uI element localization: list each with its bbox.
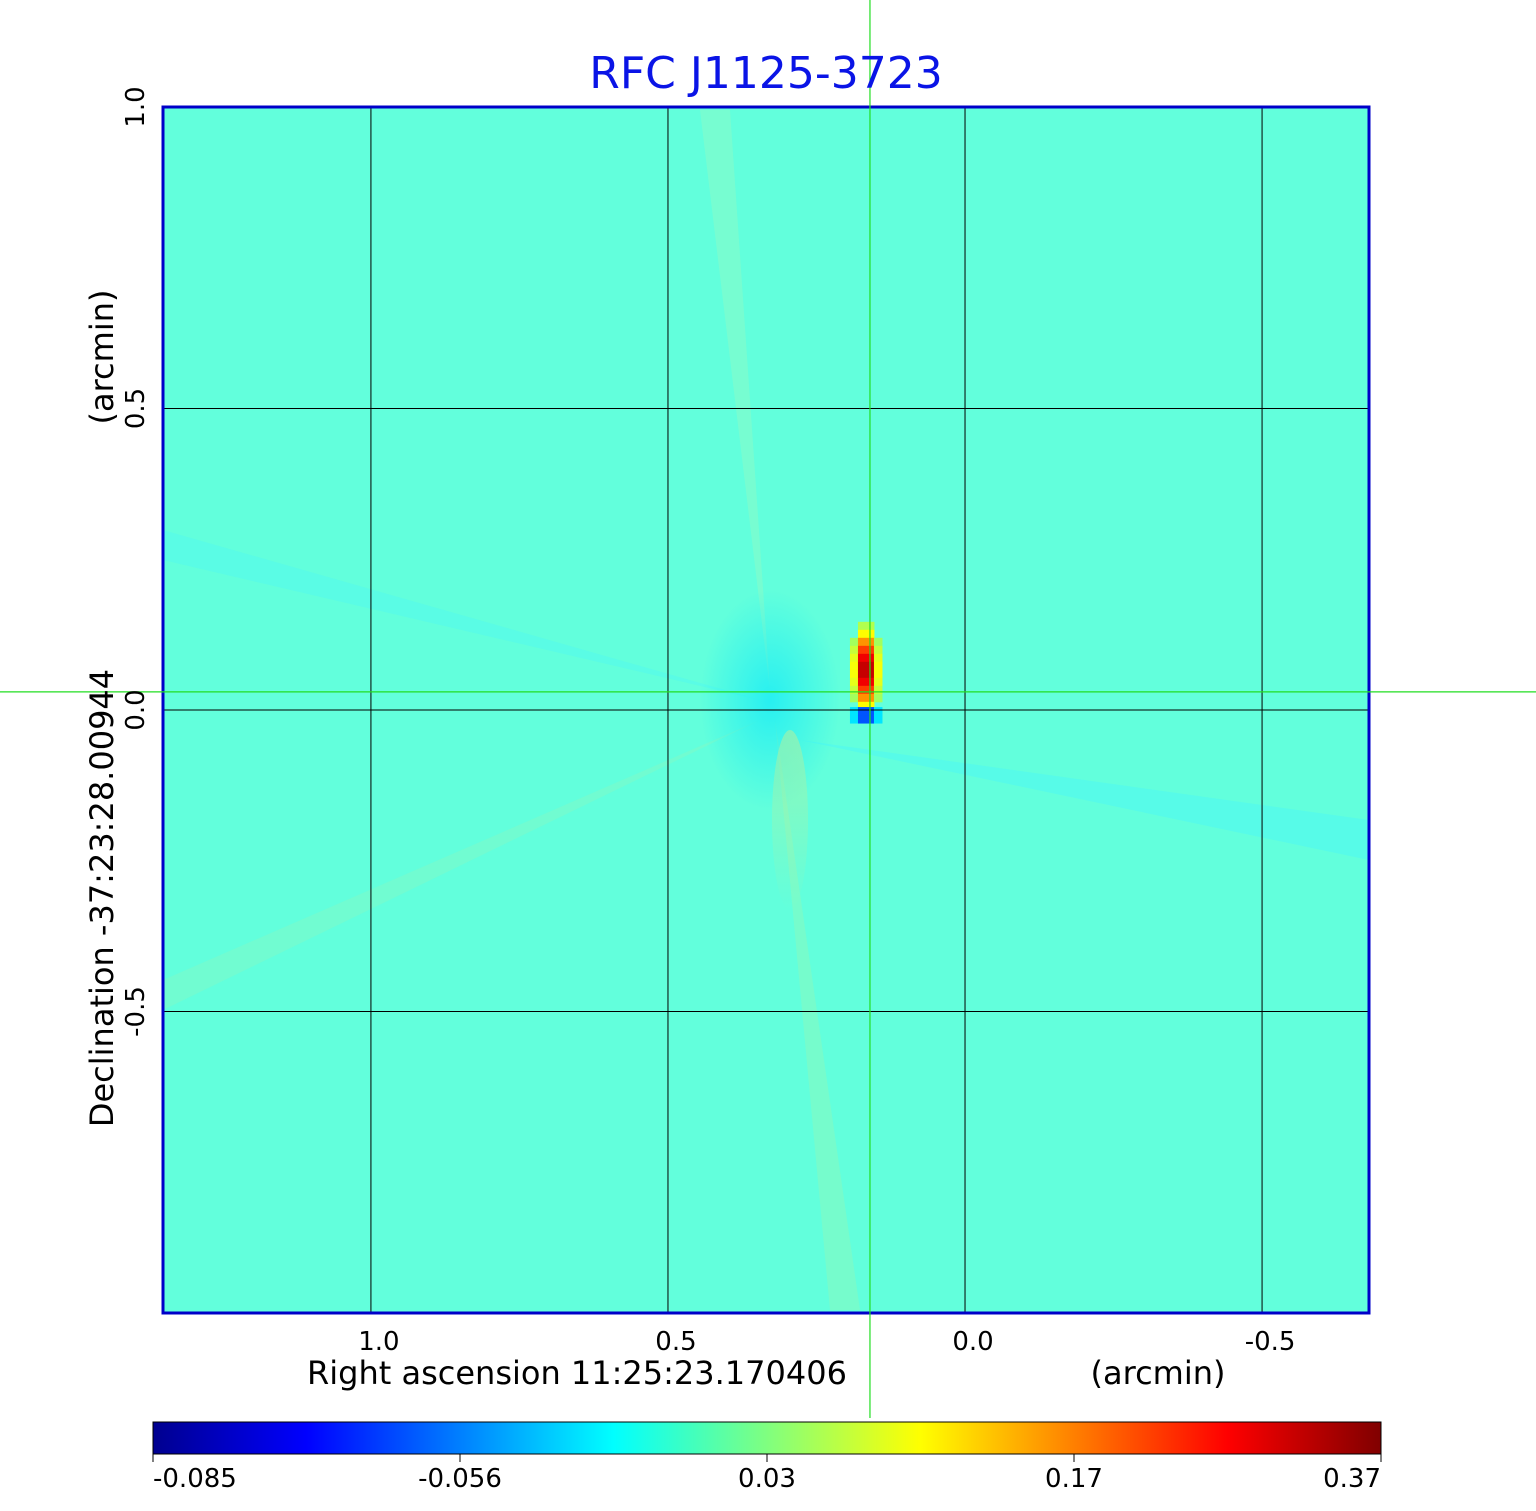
source-pixel — [857, 645, 867, 655]
sidelobe-streak — [700, 110, 770, 690]
source-pixel — [857, 621, 867, 631]
x-tick-labels: 1.0 0.5 0.0 -0.5 — [358, 1327, 1295, 1357]
source-pixel — [857, 677, 867, 687]
x-tick-label: 1.0 — [358, 1327, 399, 1357]
source-pixel-negative — [857, 707, 867, 716]
y-tick-label: -0.5 — [121, 986, 151, 1037]
source-pixel — [849, 693, 859, 703]
source-pixel — [849, 661, 859, 671]
chart-title: RFC J1125-3723 — [589, 48, 942, 99]
source-pixel-negative — [857, 715, 867, 724]
source-pixel — [857, 693, 867, 703]
source-pixel — [873, 645, 883, 655]
colorbar-tick-label: 0.17 — [1045, 1464, 1103, 1494]
source-pixel — [857, 653, 867, 663]
plot-frame — [161, 105, 1371, 1315]
y-tick-label: 1.0 — [121, 86, 151, 127]
source-pixel — [857, 637, 867, 647]
source-pixel — [873, 637, 883, 647]
source-pixel — [873, 669, 883, 679]
source-pixel — [873, 653, 883, 663]
source-pixel — [873, 661, 883, 671]
source-pixel — [849, 653, 859, 663]
colorbar-tick-label: -0.056 — [418, 1464, 502, 1494]
x-tick-label: 0.0 — [952, 1327, 993, 1357]
source-pixel — [873, 677, 883, 687]
colorbar-tick-label: -0.085 — [153, 1464, 237, 1494]
source-pixel — [857, 629, 867, 639]
source-halo — [700, 590, 840, 810]
image-features — [163, 110, 1369, 1310]
source-pixel — [849, 677, 859, 687]
y-tick-labels: 1.0 0.5 0.0 -0.5 — [121, 86, 151, 1037]
sidelobe-streak — [163, 720, 760, 1010]
sidelobe-streak — [163, 530, 760, 700]
y-axis-label: Declination -37:23:28.00944 — [83, 669, 121, 1127]
source-pixel-negative — [849, 707, 859, 716]
source-pixel — [849, 685, 859, 695]
x-tick-label: 0.5 — [655, 1327, 696, 1357]
source-pixel — [857, 685, 867, 695]
source-pixel-negative — [849, 715, 859, 724]
source-pixel-negative — [873, 707, 883, 716]
colorbar-tick-label: 0.37 — [1323, 1464, 1381, 1494]
x-tick-label: -0.5 — [1245, 1327, 1296, 1357]
x-axis-unit: (arcmin) — [1091, 1354, 1226, 1392]
y-tick-label: 0.5 — [121, 388, 151, 429]
sidelobe-streak — [800, 740, 1369, 860]
source-pixel — [857, 669, 867, 679]
source-pixel — [849, 645, 859, 655]
colorbar — [152, 1421, 1382, 1455]
x-axis-label: Right ascension 11:25:23.170406 — [307, 1354, 847, 1392]
source-pixel — [849, 669, 859, 679]
source-pixel — [857, 701, 867, 711]
colorbar-ticks: -0.085 -0.056 0.03 0.17 0.37 — [152, 1454, 1382, 1494]
y-tick-label: 0.0 — [121, 689, 151, 730]
source-pixel — [873, 693, 883, 703]
source-pixel — [873, 685, 883, 695]
source-pixel-negative — [873, 715, 883, 724]
source-pixel — [857, 661, 867, 671]
source-pixel — [849, 637, 859, 647]
source-streak — [772, 730, 808, 910]
y-axis-unit: (arcmin) — [83, 290, 121, 425]
colorbar-tick-label: 0.03 — [738, 1464, 796, 1494]
